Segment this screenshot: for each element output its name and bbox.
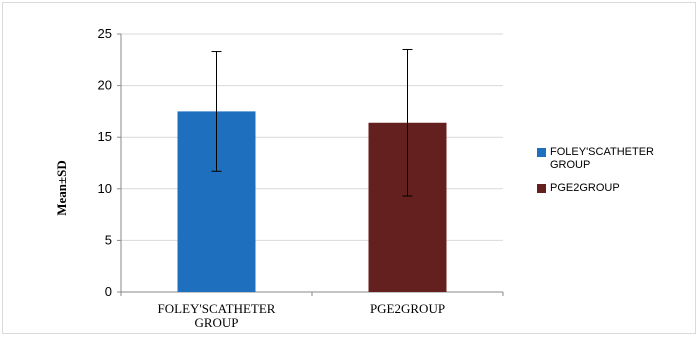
legend: FOLEY'SCATHETER GROUP PGE2GROUP xyxy=(537,146,697,205)
y-tick-label: 0 xyxy=(105,284,112,299)
x-tick-label: GROUP xyxy=(194,315,238,330)
legend-label-foley-line2: GROUP xyxy=(550,159,591,171)
y-tick-label: 10 xyxy=(98,181,112,196)
legend-label-foley-line1: FOLEY'SCATHETER xyxy=(550,146,654,158)
legend-swatch-pge2 xyxy=(537,184,546,193)
x-tick-label: PGE2GROUP xyxy=(370,301,445,316)
legend-swatch-foley xyxy=(537,148,546,157)
y-tick-label: 5 xyxy=(105,232,112,247)
legend-item-pge2: PGE2GROUP xyxy=(537,182,697,195)
legend-label-pge2: PGE2GROUP xyxy=(550,182,620,194)
y-axis-label: Mean±SD xyxy=(54,160,69,216)
y-tick-label: 25 xyxy=(98,26,112,41)
x-tick-label: FOLEY'SCATHETER xyxy=(158,301,276,316)
y-tick-label: 15 xyxy=(98,129,112,144)
chart-frame xyxy=(2,2,696,334)
y-tick-label: 20 xyxy=(98,78,112,93)
legend-item-foley: FOLEY'SCATHETER GROUP xyxy=(537,146,697,172)
